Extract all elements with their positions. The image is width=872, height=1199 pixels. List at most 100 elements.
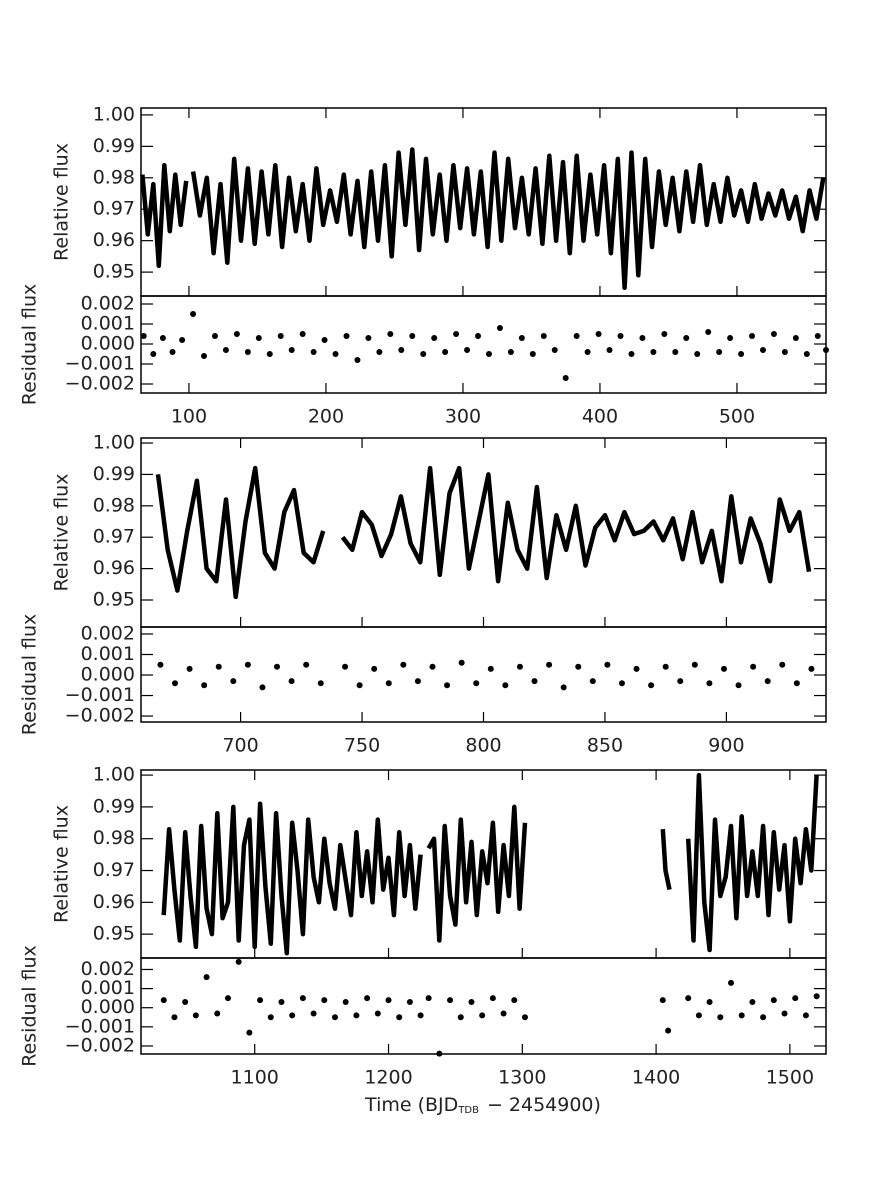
x-tick-label: 300: [445, 406, 481, 428]
y-tick-label: 0.001: [81, 977, 135, 999]
residual-point: [267, 1014, 274, 1021]
x-tick-label: 500: [719, 406, 755, 428]
y-tick-label: 0.002: [81, 622, 135, 644]
y-tick-label: 0.000: [81, 664, 135, 686]
residual-point: [277, 333, 284, 339]
residual-point: [179, 337, 186, 343]
residual-point: [364, 995, 371, 1002]
residual-point: [182, 998, 189, 1005]
y-tick-label: 0.96: [93, 891, 135, 913]
residual-point: [171, 1014, 178, 1021]
residual-point: [779, 661, 786, 668]
residual-point: [705, 329, 712, 335]
residual-point: [442, 349, 449, 355]
residual-point: [186, 665, 193, 672]
residual-point: [706, 680, 713, 687]
residual-point: [662, 663, 669, 670]
residual-point: [157, 661, 164, 668]
residual-point: [169, 349, 176, 355]
residual-point: [584, 349, 591, 355]
residual-point: [310, 1010, 317, 1017]
y-tick-label: −0.001: [65, 684, 135, 706]
x-tick-label: 700: [222, 735, 258, 757]
y-tick-label: 0.97: [93, 859, 135, 881]
residual-point: [781, 1010, 788, 1017]
residual-point: [385, 997, 392, 1004]
residual-point: [354, 357, 361, 363]
residual-point: [257, 997, 264, 1004]
residual-point: [749, 333, 756, 339]
residual-point: [639, 335, 646, 341]
residual-point: [814, 333, 821, 339]
y-tick-label: 0.95: [93, 589, 135, 611]
residual-point: [728, 979, 735, 986]
y-tick-label: 0.95: [93, 923, 135, 945]
flux-line: [155, 465, 812, 600]
residual-point: [595, 331, 602, 337]
residual-point: [371, 665, 378, 672]
residual-point: [458, 659, 465, 666]
y-axis-title: Residual flux: [19, 945, 41, 1067]
residual-point: [468, 998, 475, 1005]
residual-point: [802, 1012, 809, 1019]
residual-point: [288, 678, 295, 685]
y-tick-label: 0.99: [93, 135, 135, 157]
x-tick-label: 1100: [231, 1067, 279, 1089]
y-tick-label: 0.98: [93, 494, 135, 516]
x-axis-title-tail: − 2454900): [487, 1094, 601, 1116]
residual-point: [685, 995, 692, 1002]
residual-point: [521, 1014, 528, 1021]
residual-point: [266, 351, 273, 357]
residual-point: [299, 331, 306, 337]
plot-frame: [140, 295, 827, 394]
y-tick-label: 0.000: [81, 333, 135, 355]
residual-point: [150, 351, 157, 357]
residual-point: [518, 335, 525, 341]
residual-point: [398, 347, 405, 353]
residual-point: [356, 682, 363, 689]
residual-point: [274, 663, 281, 670]
y-tick-label: 0.002: [81, 293, 135, 315]
y-tick-label: 0.001: [81, 643, 135, 665]
residual-point: [573, 333, 580, 339]
x-tick-label: 100: [171, 406, 207, 428]
residual-point: [617, 333, 624, 339]
residual-point: [353, 1012, 360, 1019]
x-tick-label: 800: [465, 735, 501, 757]
residual-point: [717, 1014, 724, 1021]
y-tick-label: −0.001: [65, 353, 135, 375]
x-tick-label: 1300: [498, 1067, 546, 1089]
residual-point: [211, 333, 218, 339]
residual-point: [487, 665, 494, 672]
x-axis-title: Time (BJDTDB − 2454900): [364, 1094, 601, 1117]
residual-point: [429, 663, 436, 670]
y-tick-label: 0.99: [93, 463, 135, 485]
residual-point: [677, 678, 684, 685]
residual-point: [159, 335, 166, 341]
residual-point: [760, 1014, 767, 1021]
residual-point: [750, 663, 757, 670]
residual-point: [781, 349, 788, 355]
residual-point: [289, 1012, 296, 1019]
residual-point: [540, 333, 547, 339]
x-tick-label: 750: [344, 735, 380, 757]
residual-point: [457, 1014, 464, 1021]
y-tick-label: 0.000: [81, 996, 135, 1018]
residual-point: [244, 349, 251, 355]
residual-point: [192, 1012, 199, 1019]
y-tick-label: −0.002: [65, 705, 135, 727]
residual-point: [342, 663, 349, 670]
plot-frame: [140, 957, 827, 1055]
x-tick-label: 1500: [766, 1067, 814, 1089]
residual-point: [738, 1012, 745, 1019]
x-tick-label: 900: [708, 735, 744, 757]
residual-point: [201, 682, 208, 689]
residual-point: [473, 680, 480, 687]
residual-point: [464, 347, 471, 353]
residual-point: [321, 997, 328, 1004]
residual-point: [342, 998, 349, 1005]
residual-point: [278, 998, 285, 1005]
residual-point: [233, 331, 240, 337]
residual-point: [665, 1027, 672, 1034]
